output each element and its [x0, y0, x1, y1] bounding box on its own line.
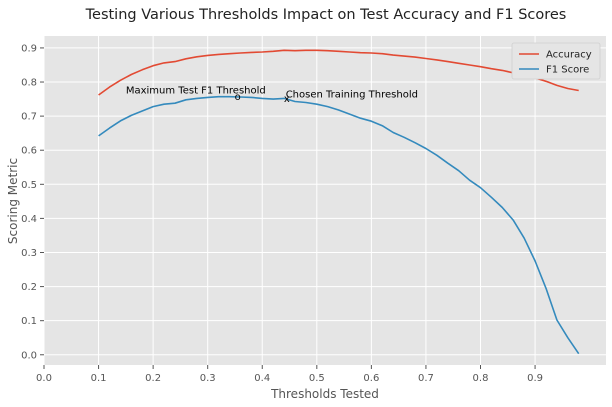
x-tick-label: 0.9 [527, 373, 543, 384]
legend-frame [511, 42, 601, 80]
series-group [98, 49, 580, 355]
y-tick-label: 0.2 [21, 282, 37, 293]
x-tick-label: 0.5 [309, 373, 325, 384]
y-tick-label: 0.0 [21, 350, 37, 361]
annotation-text: Chosen Training Threshold [286, 89, 418, 100]
annotation-marker: o [235, 92, 241, 103]
x-tick-label: 0.3 [200, 373, 216, 384]
y-tick-label: 0.7 [21, 112, 37, 123]
y-tick-label: 0.6 [21, 146, 37, 157]
legend: Accuracy F1 Score [511, 42, 601, 80]
x-axis-ticks: 0.0 0.1 0.2 0.3 0.4 0.5 0.6 0.7 0.8 0.9 [36, 365, 543, 384]
x-tick-label: 0.2 [145, 373, 161, 384]
y-tick-label: 0.8 [21, 78, 37, 89]
x-tick-label: 0.6 [363, 373, 379, 384]
y-axis-ticks: 0.0 0.1 0.2 0.3 0.4 0.5 0.6 0.7 0.8 0.9 [21, 43, 44, 361]
annotation-marker: x [284, 94, 290, 105]
legend-entry: F1 Score [546, 65, 589, 76]
x-tick-label: 0.0 [36, 373, 52, 384]
x-tick-label: 0.7 [418, 373, 434, 384]
legend-entry: Accuracy [546, 50, 592, 61]
accuracy-line [98, 49, 579, 96]
x-tick-label: 0.4 [254, 373, 270, 384]
y-tick-label: 0.9 [21, 43, 37, 54]
x-tick-label: 0.1 [91, 373, 107, 384]
y-tick-label: 0.4 [21, 214, 37, 225]
y-tick-label: 0.1 [21, 316, 37, 327]
x-tick-label: 0.8 [473, 373, 489, 384]
y-tick-label: 0.3 [21, 248, 37, 259]
plot-background [44, 36, 606, 365]
chart-title: Testing Various Thresholds Impact on Tes… [85, 7, 567, 23]
annotation-text: Maximum Test F1 Threshold [126, 85, 266, 96]
x-axis-label: Thresholds Tested [270, 387, 379, 401]
y-tick-label: 0.5 [21, 180, 37, 191]
f1-score-line [98, 95, 580, 355]
y-axis-label: Scoring Metric [6, 158, 20, 244]
